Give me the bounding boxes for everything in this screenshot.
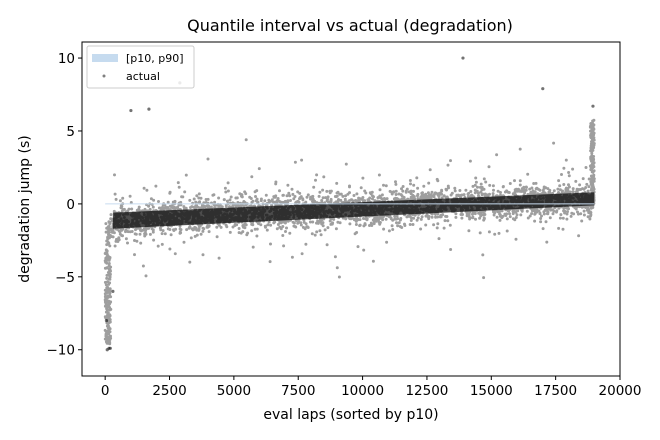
- scatter-points: [103, 56, 596, 352]
- x-tick-label: 15000: [470, 383, 513, 399]
- actual-point: [104, 318, 109, 323]
- y-tick-label: −10: [47, 343, 76, 359]
- x-tick-label: 5000: [217, 383, 251, 399]
- x-tick-label: 7500: [281, 383, 315, 399]
- actual-core-band: [112, 192, 595, 229]
- x-tick-label: 2500: [152, 383, 186, 399]
- plot-frame: [81, 41, 621, 377]
- legend: [p10, p90] actual: [86, 45, 195, 89]
- x-axis-ticks: 0 2500 5000 7500 10000 12500 15000 17500 20000: [101, 376, 642, 399]
- x-tick-label: 0: [101, 383, 110, 399]
- chart-title: Quantile interval vs actual (degradation…: [187, 16, 513, 35]
- actual-point: [591, 104, 595, 108]
- x-tick-label: 20000: [599, 383, 642, 399]
- actual-point-cloud: [103, 118, 596, 346]
- actual-point: [105, 348, 109, 352]
- y-tick-label: 10: [58, 51, 75, 67]
- actual-point: [111, 289, 115, 294]
- legend-label-interval: [p10, p90]: [126, 52, 184, 65]
- y-axis-label: degradation jump (s): [17, 135, 33, 282]
- y-tick-label: −5: [55, 270, 75, 286]
- actual-point: [108, 346, 112, 350]
- actual-point: [129, 108, 133, 113]
- legend-band-swatch: [92, 54, 118, 62]
- x-tick-label: 12500: [405, 383, 448, 399]
- actual-point: [461, 56, 465, 60]
- x-tick-label: 10000: [341, 383, 384, 399]
- actual-point: [541, 87, 545, 91]
- x-axis-label: eval laps (sorted by p10): [263, 407, 438, 423]
- y-tick-label: 5: [66, 124, 75, 140]
- y-axis-ticks: −10 −5 0 5 10: [47, 51, 82, 359]
- legend-label-actual: actual: [126, 70, 160, 83]
- y-tick-label: 0: [66, 197, 75, 213]
- actual-point: [147, 107, 151, 111]
- x-tick-label: 17500: [534, 383, 577, 399]
- legend-point-swatch: [102, 74, 106, 78]
